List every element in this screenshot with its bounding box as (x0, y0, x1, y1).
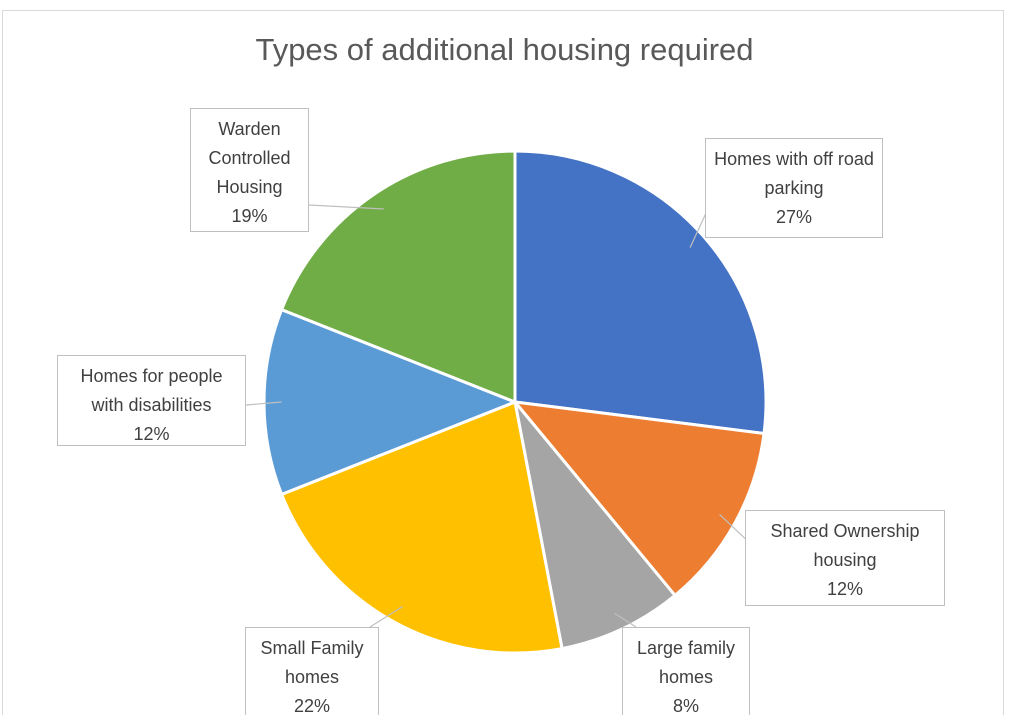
label-value: 12% (133, 424, 170, 444)
pie-slice (279, 399, 564, 655)
label-value: 8% (672, 696, 699, 715)
pie-slice (279, 149, 517, 405)
label-category: Large family homes (636, 638, 736, 687)
label-category: Shared Ownership housing (770, 521, 920, 570)
pie-slice (513, 149, 768, 436)
data-label: Large family homes 8% (622, 627, 750, 715)
data-label: Small Family homes 22% (245, 627, 379, 715)
leader-line (369, 606, 403, 628)
chart-border (2, 10, 1004, 715)
pie-slice (511, 400, 766, 598)
label-value: 12% (826, 579, 864, 599)
data-label: Homes for people with disabilities 12% (57, 355, 246, 446)
leader-line (245, 401, 282, 406)
label-category: Warden Controlled Housing (208, 119, 291, 197)
label-category: Homes with off road parking (714, 149, 874, 198)
label-value: 22% (293, 696, 331, 715)
chart-title: Types of additional housing required (255, 32, 754, 67)
leader-line (308, 204, 384, 210)
data-label: Homes with off road parking 27% (705, 138, 883, 238)
label-category: Small Family homes (260, 638, 364, 687)
pie-slice (513, 401, 678, 651)
label-value: 27% (775, 207, 813, 227)
data-label: Warden Controlled Housing 19% (190, 108, 309, 232)
data-label: Shared Ownership housing 12% (745, 510, 945, 606)
leader-line (614, 612, 637, 628)
label-value: 19% (231, 206, 268, 226)
label-category: Homes for people with disabilities (80, 366, 223, 415)
pie-slice (262, 307, 520, 497)
